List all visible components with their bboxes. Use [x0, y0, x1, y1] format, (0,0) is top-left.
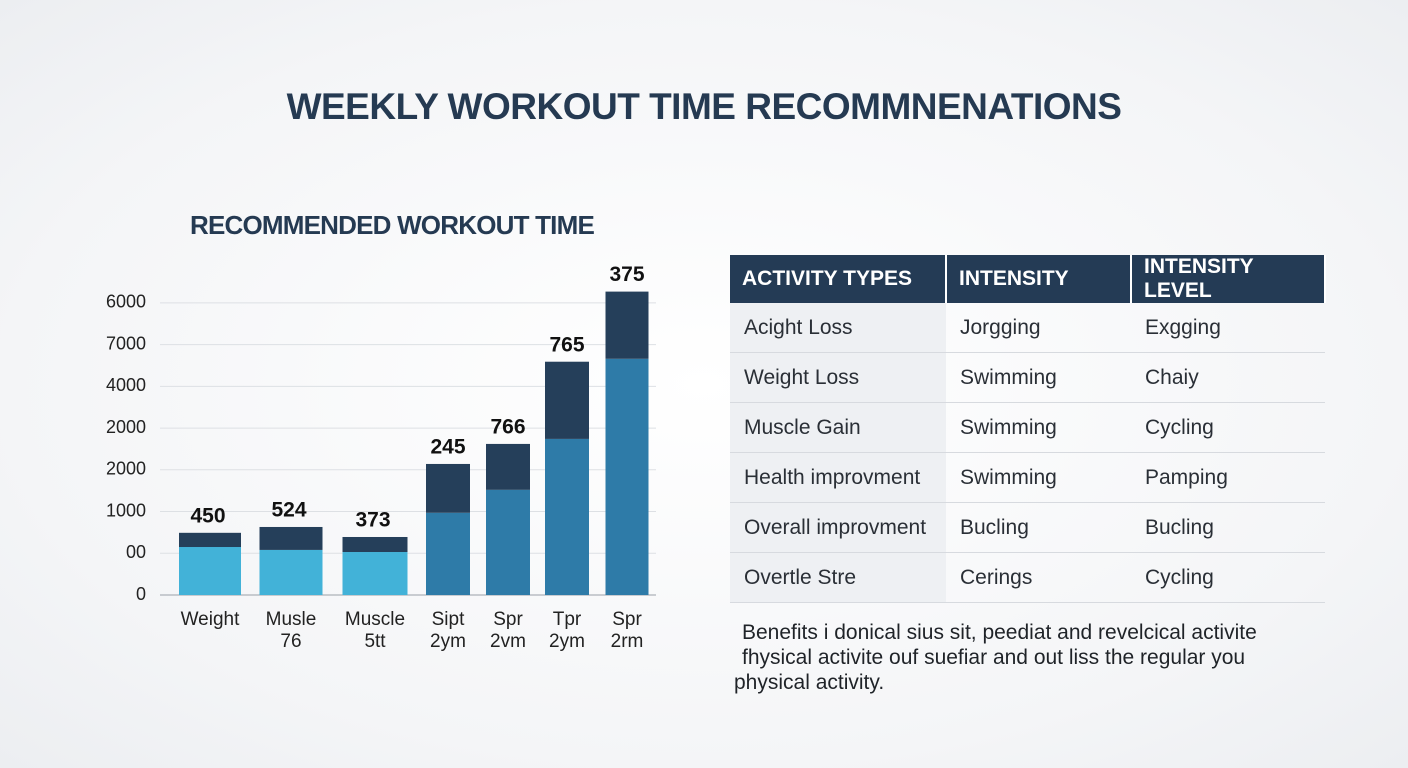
x-tick-label: Tpr	[553, 609, 582, 630]
table-row: Acight Loss Jorgging Exgging	[730, 303, 1325, 353]
bar-label: 524	[271, 499, 306, 522]
table-cell: Health improvment	[730, 452, 946, 503]
x-tick-label: Spr	[612, 609, 642, 630]
chart-title: RECOMMENDED WORKOUT TIME	[190, 210, 594, 240]
y-tick-label: 6000	[106, 292, 146, 312]
x-tick-label: Sipt	[432, 609, 465, 630]
table-cell: Chaiy	[1131, 352, 1325, 403]
table-cell: Swimming	[946, 352, 1131, 403]
table-cell: Cycling	[1131, 402, 1325, 453]
y-tick-label: 4000	[106, 375, 146, 395]
bar-segment	[545, 438, 589, 595]
table-cell: Acight Loss	[730, 303, 946, 353]
table-cell: Weight Loss	[730, 352, 946, 403]
x-tick-label: Weight	[181, 609, 241, 630]
y-tick-label: 00	[126, 542, 146, 562]
y-tick-label: 2000	[106, 459, 146, 479]
page-title: WEEKLY WORKOUT TIME RECOMMNENATIONS	[286, 86, 1122, 127]
y-tick-label: 1000	[106, 500, 146, 520]
bar-label: 373	[355, 509, 390, 532]
x-tick-label: Muscle	[345, 609, 405, 630]
y-tick-label: 0	[136, 584, 146, 604]
bar-segment	[259, 549, 323, 595]
table-cell: Jorgging	[946, 303, 1131, 353]
table-row: Overall improvment Bucling Bucling	[730, 502, 1325, 553]
note-line: physical activity.	[734, 671, 885, 694]
x-tick-label: 2ym	[430, 631, 466, 652]
table-cell: Bucling	[1131, 502, 1325, 553]
x-tick-label: 2vm	[490, 631, 526, 652]
x-tick-label: 2rm	[611, 631, 644, 652]
x-tick-label: 2ym	[549, 631, 585, 652]
note-line: Benefits i donical sius sit, peediat and…	[742, 621, 1257, 644]
bar-label: 450	[190, 504, 225, 527]
note: Benefits i donical sius sit, peediat and…	[734, 620, 1257, 695]
table-cell: Exgging	[1131, 303, 1325, 353]
table-row: Overtle Stre Cerings Cycling	[730, 552, 1325, 603]
chart: RECOMMENDED WORKOUT TIME 000100020002000…	[106, 210, 656, 652]
y-tick-label: 2000	[106, 417, 146, 437]
table-cell: Cycling	[1131, 552, 1325, 603]
table-cell: Cerings	[946, 552, 1131, 603]
x-tick-label: 5tt	[364, 631, 386, 652]
bar-segment	[179, 547, 241, 595]
note-line: fhysical activite ouf suefiar and out li…	[742, 646, 1246, 669]
bar-segment	[179, 532, 241, 548]
bar-segment	[605, 291, 649, 359]
bar-segment	[342, 552, 408, 595]
bar-label: 245	[430, 436, 465, 459]
bar-segment	[545, 361, 589, 439]
table-cell: Overall improvment	[730, 502, 946, 553]
table-cell: Muscle Gain	[730, 402, 946, 453]
table-body: Acight Loss Jorgging Exgging Weight Loss Swi…	[730, 303, 1325, 603]
bar-segment	[486, 489, 530, 595]
table-row: Muscle Gain Swimming Cycling	[730, 402, 1325, 453]
bar-segment	[426, 463, 470, 513]
x-tick-label: 76	[280, 631, 301, 652]
x-tick-label: Musle	[266, 609, 317, 630]
table-cell: Swimming	[946, 402, 1131, 453]
y-tick-label: 7000	[106, 333, 146, 353]
bar-segment	[342, 536, 408, 553]
table: ACTIVITY TYPES INTENSITY INTENSITY LEVEL A…	[730, 255, 1326, 603]
bar-segment	[426, 512, 470, 595]
table-cell: Bucling	[946, 502, 1131, 553]
bar-segment	[259, 526, 323, 550]
bar-label: 765	[549, 333, 584, 356]
table-cell: Swimming	[946, 452, 1131, 503]
table-header: ACTIVITY TYPES INTENSITY INTENSITY LEVEL	[730, 255, 1326, 303]
bar-label: 375	[609, 263, 644, 286]
table-header-cell: INTENSITY LEVEL	[1131, 255, 1326, 303]
table-cell: Overtle Stre	[730, 552, 946, 603]
table-cell: Pamping	[1131, 452, 1325, 503]
bar-segment	[605, 358, 649, 595]
table-header-cell: ACTIVITY TYPES	[730, 255, 947, 303]
bar-segment	[486, 443, 530, 490]
table-header-cell: INTENSITY	[946, 255, 1132, 303]
bar-label: 766	[490, 415, 525, 438]
x-tick-label: Spr	[493, 609, 523, 630]
table-row: Weight Loss Swimming Chaiy	[730, 352, 1325, 403]
table-row: Health improvment Swimming Pamping	[730, 452, 1325, 503]
